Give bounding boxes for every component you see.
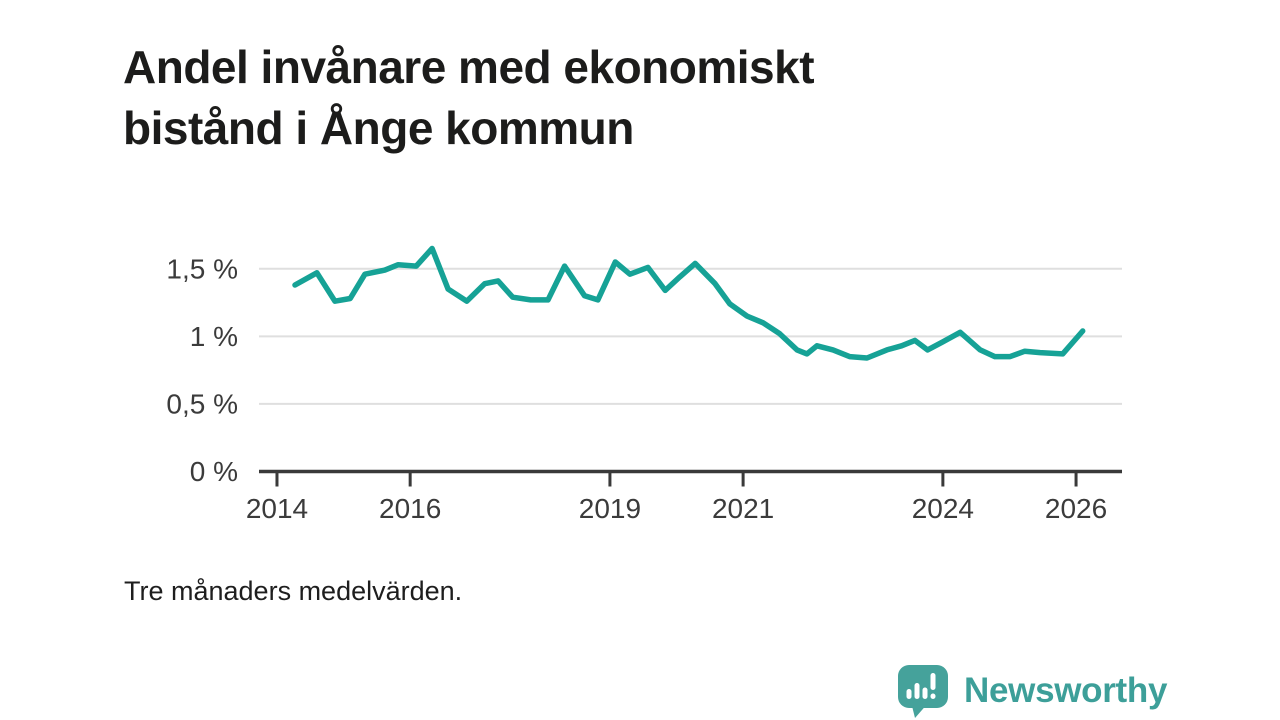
x-axis-tick-label: 2019 xyxy=(579,493,641,524)
y-axis-tick-label: 0,5 % xyxy=(166,388,238,419)
chart-footnote: Tre månaders medelvärden. xyxy=(124,576,463,606)
chart-title-line-2: bistånd i Ånge kommun xyxy=(123,101,634,154)
x-axis-tick-label: 2026 xyxy=(1045,493,1107,524)
y-axis-tick-label: 1 % xyxy=(190,321,238,352)
newsworthy-logo: Newsworthy xyxy=(897,664,1167,718)
x-axis-tick-label: 2016 xyxy=(379,493,441,524)
y-axis-tick-label: 0 % xyxy=(190,456,238,487)
data-line xyxy=(292,245,1086,361)
x-axis-tick-label: 2014 xyxy=(246,493,308,524)
bar-chart-exclamation-glyph xyxy=(906,673,936,699)
newsworthy-speech-bubble-bar-chart-icon xyxy=(898,665,948,718)
chart-title: Andel invånare med ekonomiskt bistånd i … xyxy=(123,37,1123,159)
newsworthy-wordmark: Newsworthy xyxy=(964,671,1168,710)
chart-title-line-1: Andel invånare med ekonomiskt xyxy=(123,40,815,93)
x-axis-tick-label: 2021 xyxy=(712,493,774,524)
y-axis-tick-label: 1,5 % xyxy=(166,253,238,284)
x-axis-tick-label: 2024 xyxy=(912,493,974,524)
